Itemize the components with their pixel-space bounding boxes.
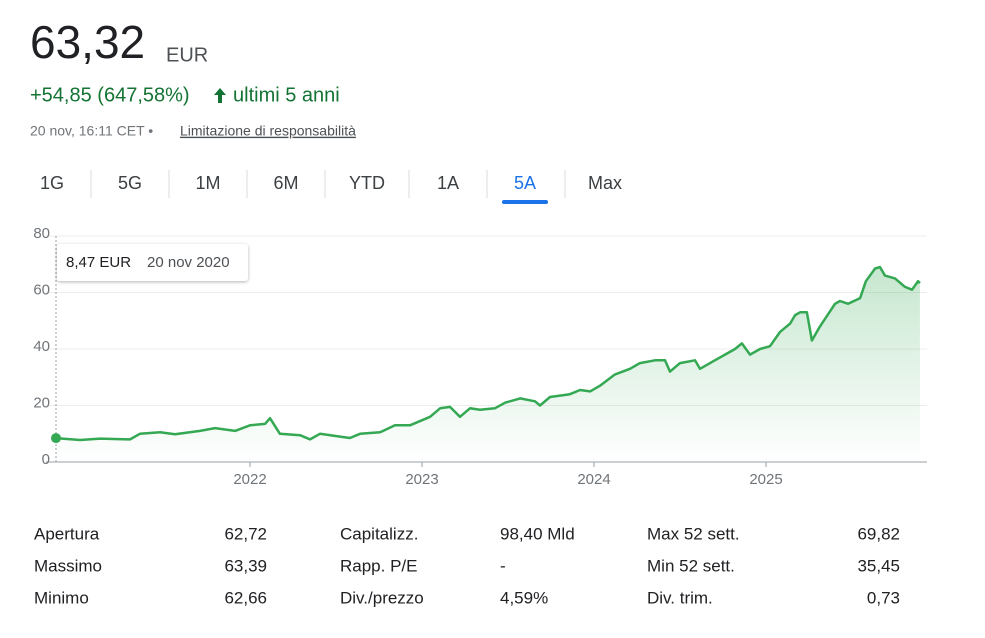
x-tick-label: 2022 <box>233 471 266 488</box>
up-arrow <box>214 88 226 103</box>
period: ultimi 5 anni <box>233 84 340 106</box>
timestamp: 20 nov, 16:11 CET • <box>30 123 153 139</box>
x-tick-label: 2024 <box>577 471 610 488</box>
range-tab[interactable]: 5G <box>118 173 142 193</box>
stat-label: Minimo <box>34 588 89 607</box>
stat-value: 4,59% <box>500 588 548 607</box>
stat-value: 63,39 <box>224 556 267 575</box>
range-tab[interactable]: 6M <box>273 173 298 193</box>
stat-label: Massimo <box>34 556 102 575</box>
stat-value: - <box>500 556 506 575</box>
y-tick-label: 80 <box>33 225 50 242</box>
stat-label: Apertura <box>34 524 100 543</box>
hover-dot <box>51 433 61 444</box>
change: +54,85 (647,58%) <box>30 84 190 106</box>
stat-value: 0,73 <box>867 588 900 607</box>
range-tab[interactable]: 5A <box>514 173 536 193</box>
tab-underline <box>502 200 548 204</box>
price-line <box>55 265 921 442</box>
stat-label: Div./prezzo <box>340 588 424 607</box>
area-fill <box>56 267 920 462</box>
stat-value: 62,66 <box>224 588 267 607</box>
price: 63,32 <box>30 16 145 68</box>
stat-label: Div. trim. <box>647 588 713 607</box>
y-tick-label: 60 <box>33 281 50 298</box>
currency: EUR <box>166 44 208 66</box>
x-tick-label: 2023 <box>405 471 438 488</box>
disclaimer-link[interactable]: Limitazione di responsabilità <box>180 123 356 139</box>
y-tick-label: 0 <box>42 451 50 468</box>
y-tick-label: 40 <box>33 338 50 355</box>
y-tick-label: 20 <box>33 394 50 411</box>
stat-label: Capitalizz. <box>340 524 418 543</box>
stat-value: 98,40 Mld <box>500 524 575 543</box>
range-tab[interactable]: 1M <box>195 173 220 193</box>
range-tab[interactable]: Max <box>588 173 622 193</box>
range-tab[interactable]: 1A <box>437 173 459 193</box>
tooltip-box <box>57 244 248 281</box>
tooltip-value: 8,47 EUR <box>66 254 131 271</box>
stat-label: Min 52 sett. <box>647 556 735 575</box>
tooltip-date: 20 nov 2020 <box>147 254 230 271</box>
stat-label: Max 52 sett. <box>647 524 740 543</box>
range-tabs: 1G 5G 1M 6M YTD 1A 5A Max <box>40 170 622 204</box>
stat-value: 62,72 <box>224 524 267 543</box>
stats-table: Apertura 62,72 Massimo 63,39 Minimo 62,66 Capi… <box>34 524 900 607</box>
chart: 0 20 40 60 80 2022 2023 2024 2025 8,47 EUR 20 nov … <box>33 225 927 488</box>
stat-value: 35,45 <box>857 556 900 575</box>
x-tick-label: 2025 <box>749 471 782 488</box>
range-tab[interactable]: 1G <box>40 173 64 193</box>
range-tab[interactable]: YTD <box>349 173 385 193</box>
stat-label: Rapp. P/E <box>340 556 418 575</box>
stat-value: 69,82 <box>857 524 900 543</box>
